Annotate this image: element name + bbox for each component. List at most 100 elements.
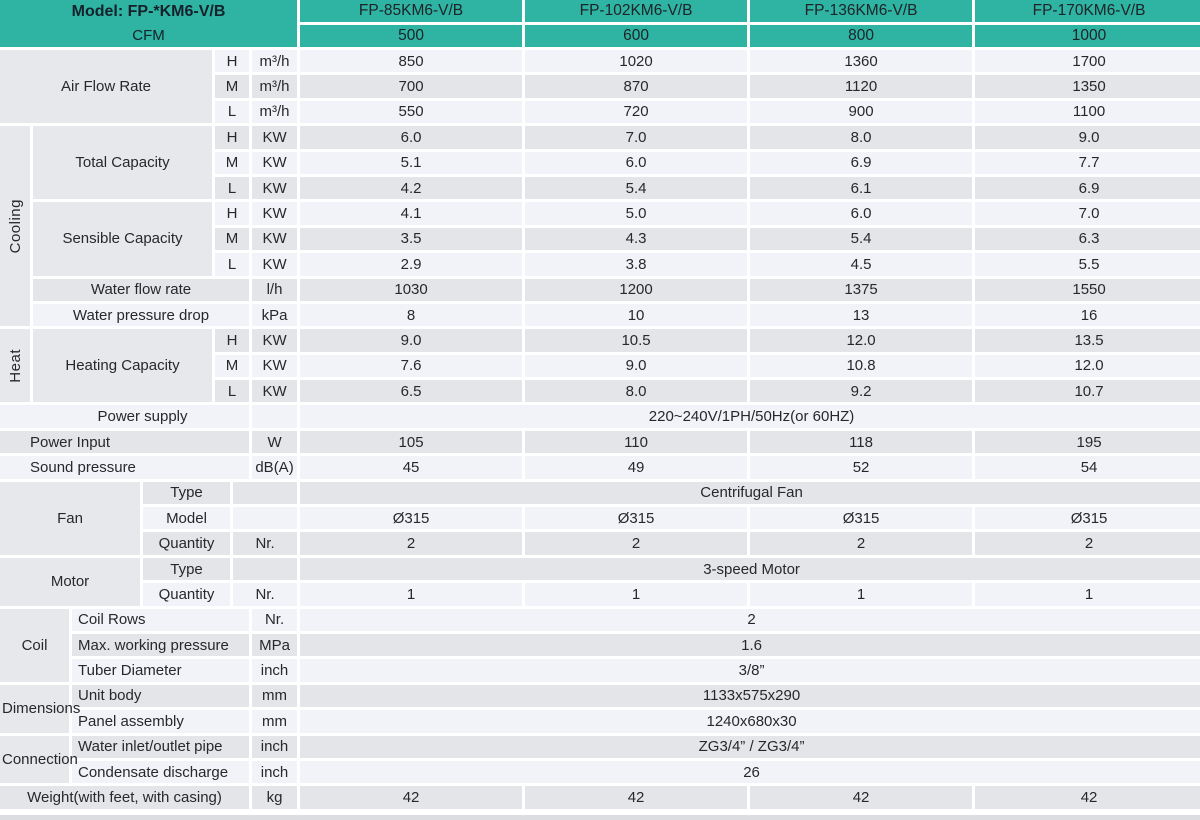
value-cell: 105: [297, 427, 526, 457]
model-cfm-header: Model: FP-*KM6-V/B CFM: [0, 0, 301, 50]
row-label-max-working-pressure: Max. working pressure: [69, 630, 252, 660]
value-cell: 1700: [972, 46, 1200, 76]
unit-cell: mm: [248, 707, 301, 736]
value-cell: 1: [972, 580, 1200, 609]
table-row: Cooling Total Capacity H KW 6.0 7.0 8.0 …: [0, 123, 1200, 330]
value-cell: 5.4: [747, 224, 976, 254]
value-cell: 13.5: [972, 326, 1200, 355]
value-cell: 6.9: [972, 173, 1200, 203]
speed-cell: M: [212, 351, 252, 381]
value-cell: 110: [522, 427, 751, 457]
table-row: Weight(with feet, with casing) kg 42 42 …: [0, 783, 1200, 812]
table-row: Connection Water inlet/outlet pipe inch …: [0, 732, 1200, 787]
value-cell: Ø315: [972, 504, 1200, 533]
model-name-cell: FP-85KM6-V/B: [297, 0, 526, 25]
value-cell: 1350: [972, 72, 1200, 101]
value-cell: 6.0: [747, 199, 976, 228]
row-label-sensible-capacity: Sensible Capacity: [30, 199, 215, 279]
table-row: Power supply 220~240V/1PH/50Hz(or 60HZ): [0, 402, 1200, 431]
unit-cell: Nr.: [229, 529, 301, 558]
speed-cell: L: [212, 377, 252, 406]
speed-cell: L: [212, 173, 252, 203]
table-row: L KW 6.5 8.0 9.2 10.7: [0, 377, 1200, 406]
table-row: Fan Type Centrifugal Fan: [0, 478, 1200, 558]
speed-cell: H: [212, 46, 252, 76]
value-cell: 52: [747, 453, 976, 482]
model-name-cell: FP-170KM6-V/B: [972, 0, 1200, 25]
row-label-unit-body: Unit body: [69, 681, 252, 711]
value-cell: 6.9: [747, 148, 976, 177]
value-cell: 9.2: [747, 377, 976, 406]
unit-cell: inch: [248, 757, 301, 787]
unit-cell: l/h: [248, 275, 301, 304]
section-label-connection: Connection: [0, 732, 78, 787]
unit-cell: KW: [248, 326, 301, 355]
value-cell: 2: [297, 529, 526, 558]
cfm-value-cell: 600: [522, 22, 751, 50]
unit-cell: KW: [248, 173, 301, 203]
table-row: Dimensions Unit body mm 1133x575x290: [0, 681, 1200, 736]
header-row-cfm: 500 600 800 1000: [0, 22, 1200, 50]
value-cell: 42: [297, 783, 526, 812]
value-cell: 42: [522, 783, 751, 812]
value-cell-merged: 2: [297, 605, 1200, 635]
table-row: Heat Heating Capacity H KW 9.0 10.5 12.0…: [0, 326, 1200, 406]
unit-cell: dB(A): [248, 453, 301, 482]
section-label-motor: Motor: [0, 554, 143, 609]
speed-cell: L: [212, 250, 252, 279]
value-cell: 2: [972, 529, 1200, 558]
value-cell: 49: [522, 453, 751, 482]
table-row: Motor Type 3-speed Motor: [0, 554, 1200, 609]
value-cell: 1120: [747, 72, 976, 101]
value-cell: 4.2: [297, 173, 526, 203]
section-label-air-flow: Air Flow Rate: [0, 46, 215, 127]
value-cell: 10.5: [522, 326, 751, 355]
value-cell: 6.0: [297, 123, 526, 152]
table-row: Model Ø315 Ø315 Ø315 Ø315: [0, 504, 1200, 533]
value-cell: 5.1: [297, 148, 526, 177]
table-row: Sensible Capacity H KW 4.1 5.0 6.0 7.0: [0, 199, 1200, 279]
value-cell: 10: [522, 300, 751, 330]
table-row: L KW 4.2 5.4 6.1 6.9: [0, 173, 1200, 203]
unit-cell: KW: [248, 377, 301, 406]
value-cell: 4.1: [297, 199, 526, 228]
value-cell: 1100: [972, 97, 1200, 127]
value-cell: 8.0: [747, 123, 976, 152]
table-row: Power Input W 105 110 118 195: [0, 427, 1200, 457]
table-row: Quantity Nr. 1 1 1 1: [0, 580, 1200, 609]
unit-cell: m³/h: [248, 97, 301, 127]
table-row: Sound pressure dB(A) 45 49 52 54: [0, 453, 1200, 482]
table-row: Air Flow Rate H m³/h 850 1020 1360 1700: [0, 46, 1200, 127]
value-cell: 1030: [297, 275, 526, 304]
rotated-section-label-cooling: Cooling: [0, 123, 33, 330]
value-cell: 1: [297, 580, 526, 609]
table-row: L m³/h 550 720 900 1100: [0, 97, 1200, 127]
value-cell-merged: 3/8”: [297, 656, 1200, 685]
value-cell: 10.8: [747, 351, 976, 381]
value-cell: 2: [747, 529, 976, 558]
row-label-motor-type: Type: [140, 554, 233, 584]
value-cell: 1550: [972, 275, 1200, 304]
value-cell: 9.0: [297, 326, 526, 355]
table-row: Water pressure drop kPa 8 10 13 16: [0, 300, 1200, 330]
value-cell: 2.9: [297, 250, 526, 279]
value-cell: 5.4: [522, 173, 751, 203]
value-cell: 9.0: [522, 351, 751, 381]
table-row: L KW 2.9 3.8 4.5 5.5: [0, 250, 1200, 279]
value-cell: 1: [747, 580, 976, 609]
row-label-weight: Weight(with feet, with casing): [0, 783, 252, 812]
value-cell: 2: [522, 529, 751, 558]
value-cell: 7.7: [972, 148, 1200, 177]
value-cell-merged: 1.6: [297, 630, 1200, 660]
cfm-value-cell: 500: [297, 22, 526, 50]
value-cell: 3.5: [297, 224, 526, 254]
speed-cell: H: [212, 326, 252, 355]
table-row: M m³/h 700 870 1120 1350: [0, 72, 1200, 101]
value-cell: 8.0: [522, 377, 751, 406]
value-cell: 7.6: [297, 351, 526, 381]
value-cell-merged: ZG3/4” / ZG3/4”: [297, 732, 1200, 761]
value-cell: 1020: [522, 46, 751, 76]
row-label-panel-assembly: Panel assembly: [69, 707, 252, 736]
